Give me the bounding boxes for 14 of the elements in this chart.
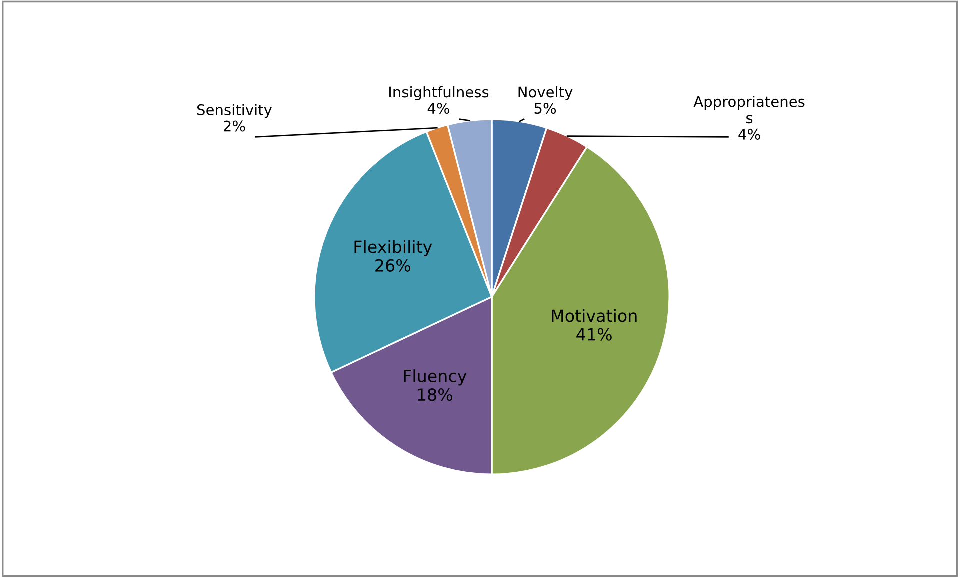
data-label: 2% bbox=[224, 120, 246, 132]
data-label: 41% bbox=[576, 328, 612, 341]
data-label: 26% bbox=[376, 259, 411, 272]
slice-label: Motivation bbox=[552, 309, 637, 322]
slice-label: Flexibility bbox=[354, 240, 432, 257]
slice-label: Fluency bbox=[404, 370, 467, 386]
data-label: 4% bbox=[428, 103, 450, 114]
data-label: 5% bbox=[534, 103, 556, 114]
data-label: 4% bbox=[738, 128, 760, 140]
slice-label: Sensitivity bbox=[197, 104, 272, 118]
slice-label: Novelty bbox=[518, 86, 573, 101]
slice-label: Appropriatenes s bbox=[694, 96, 805, 124]
slice-label: Insightfulness bbox=[390, 86, 489, 101]
data-label: 18% bbox=[418, 388, 453, 402]
